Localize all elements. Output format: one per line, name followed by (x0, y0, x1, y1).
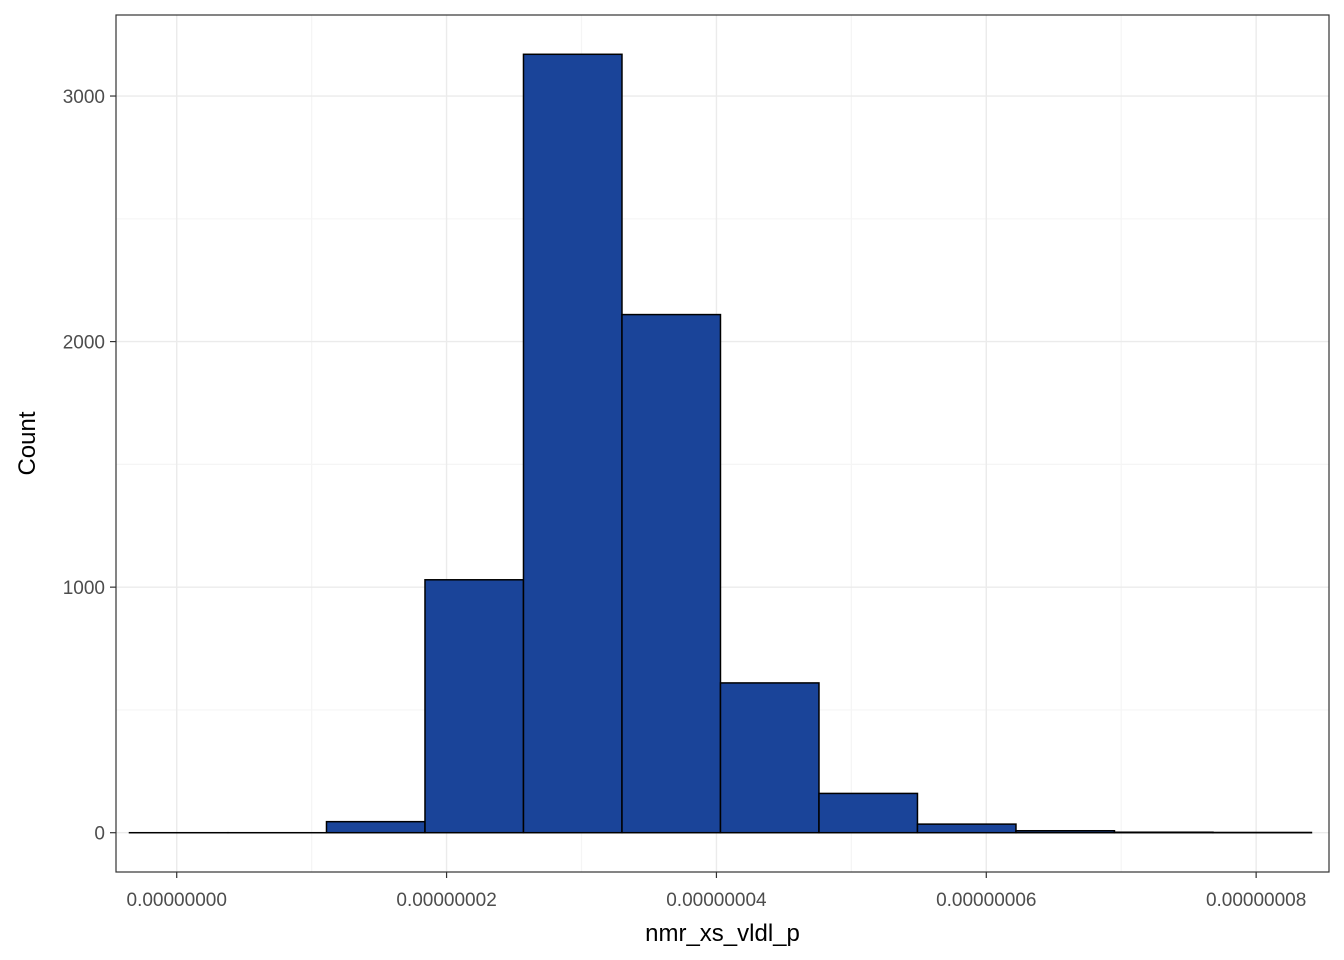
histogram-bar-2 (325, 820, 426, 834)
histogram-bar-8 (916, 823, 1017, 834)
histogram-bar-4 (522, 53, 623, 834)
x-tick-label: 0.00000000 (127, 890, 227, 911)
histogram-bar-7 (818, 792, 919, 834)
histogram-bar-5 (621, 313, 722, 834)
x-tick-label: 0.00000002 (396, 890, 496, 911)
y-tick-label: 3000 (63, 87, 105, 108)
panel-border (115, 14, 1330, 873)
x-axis-ticks: 0.00000000 0.00000002 0.00000004 0.00000006… (127, 872, 1306, 911)
y-axis-ticks: 0 1000 2000 3000 (63, 87, 116, 845)
x-axis-title: nmr_xs_vldl_p (645, 920, 800, 947)
x-tick-label: 0.00000004 (666, 890, 767, 911)
histogram-bar-9 (1015, 829, 1116, 834)
histogram-bar-3 (424, 579, 525, 834)
x-tick-label: 0.00000006 (936, 890, 1036, 911)
y-axis-title: Count (14, 411, 41, 475)
x-tick-label: 0.00000008 (1206, 890, 1306, 911)
y-tick-label: 0 (94, 824, 105, 845)
y-tick-label: 1000 (63, 578, 105, 599)
y-tick-label: 2000 (63, 333, 105, 354)
histogram-bars (128, 53, 1313, 834)
histogram-bar-6 (719, 682, 820, 834)
